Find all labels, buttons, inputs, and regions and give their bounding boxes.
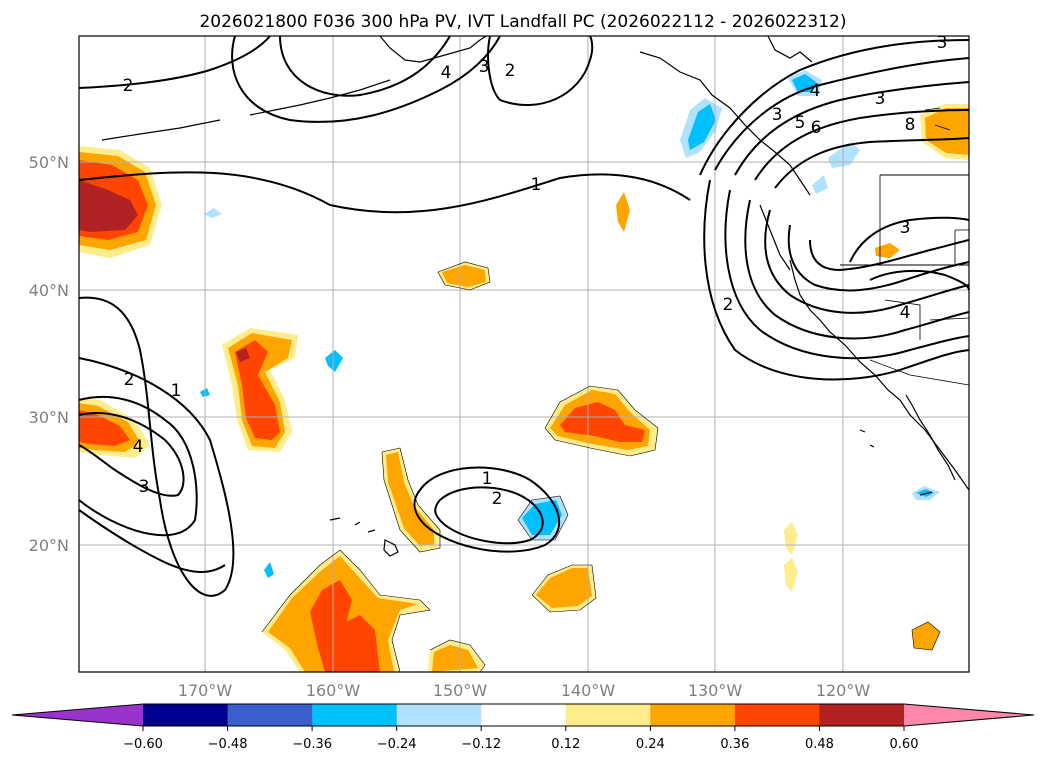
contour-label: 3 [875,89,886,109]
lon-label: 160°W [306,681,361,700]
contour-label: 1 [531,175,542,195]
map-frame [78,35,970,673]
colorbar-tick-label: −0.12 [461,737,501,752]
colorbar-segment [227,704,313,726]
colorbar-tick-label: 0.12 [551,737,580,752]
contour-1-north [78,171,691,214]
contour-label: 4 [133,437,144,457]
lat-label: 30°N [29,408,69,427]
colorbar-tick-label: 0.24 [636,737,665,752]
contour-label: 8 [905,115,916,135]
colorbar-tick-label: −0.48 [208,737,248,752]
colorbar-segment [734,704,820,726]
contour-label: 3 [139,477,150,497]
colorbar-segment [143,704,229,726]
map-title: 2026021800 F036 300 hPa PV, IVT Landfall… [199,12,846,32]
lon-label: 170°W [178,681,233,700]
contour-ridge-east [703,179,970,381]
colorbar-segment [650,704,736,726]
contour-label: 2 [492,489,503,509]
positive-shading [79,104,969,672]
contour-label: 3 [937,33,948,53]
contour-west-30n [78,296,235,597]
contour-loop-150w-22n [413,466,561,553]
lon-label: 130°W [688,681,743,700]
contour-label: 5 [795,113,806,133]
map-panel: 2 4 3 2 3 5 6 4 8 3 1 2 3 4 2 1 4 3 1 2 … [78,33,970,673]
colorbar-segment [312,704,398,726]
contour-labels: 2 4 3 2 3 5 6 4 8 3 1 2 3 4 2 1 4 3 1 2 … [123,33,948,509]
contour-2-nw [78,35,271,89]
contour-label: 3 [479,57,490,77]
colorbar-tick-label: −0.36 [292,737,332,752]
contour-label: 6 [811,118,822,138]
map-background [79,36,969,672]
colorbar-tick-label: 0.36 [720,737,749,752]
lat-label: 40°N [29,281,69,300]
colorbar-tick-label: 0.48 [805,737,834,752]
contour-label: 4 [900,303,911,323]
contour-label: 2 [505,61,516,81]
colorbar-segment [819,704,905,726]
lon-label: 120°W [816,681,871,700]
contour-label: 3 [772,105,783,125]
contour-label: 4 [810,81,821,101]
lat-label: 50°N [29,153,69,172]
colorbar-tick-label: −0.60 [123,737,163,752]
contour-label: 4 [441,63,452,83]
gridlines [79,36,969,672]
colorbar: −0.60 −0.48 −0.36 −0.24 −0.12 0.12 0.24 0.36 0.4… [11,703,1035,752]
contour-label: 3 [900,218,911,238]
lon-labels: 170°W 160°W 150°W 140°W 130°W 120°W [178,681,871,700]
colorbar-tick-label: 0.60 [890,737,919,752]
colorbar-tick-label: −0.24 [377,737,417,752]
colorbar-segment [565,704,651,726]
pv-contours [78,35,970,597]
colorbar-extend-min [12,704,143,726]
colorbar-segment [481,704,567,726]
contour-label: 1 [171,381,182,401]
contour-label: 1 [482,469,493,489]
feature-outlines [261,261,941,673]
contour-label: 2 [723,295,734,315]
contour-label: 2 [123,76,134,96]
colorbar-segment [396,704,482,726]
contour-label: 2 [124,370,135,390]
lat-label: 20°N [29,536,69,555]
lon-label: 150°W [433,681,488,700]
lat-labels: 50°N 40°N 30°N 20°N [29,153,69,555]
lon-label: 140°W [561,681,616,700]
colorbar-extend-max [904,704,1034,726]
